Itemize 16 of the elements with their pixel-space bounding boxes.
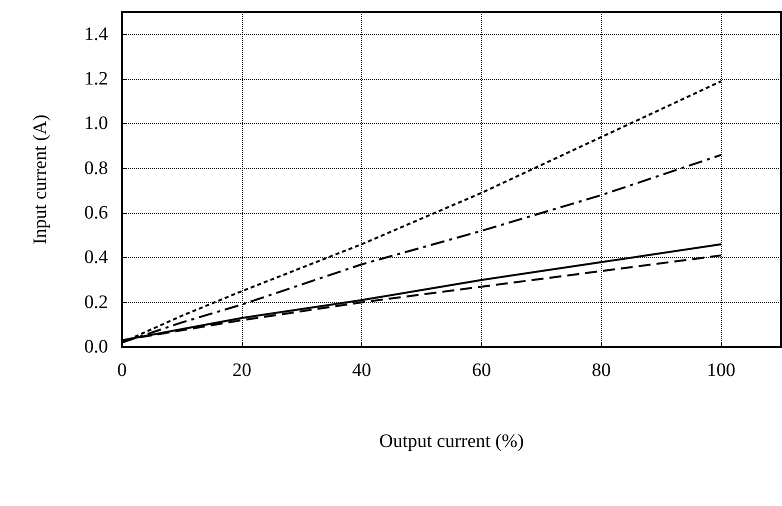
y-tick-label: 1.4 xyxy=(84,24,108,45)
y-tick-label: 0.8 xyxy=(84,158,108,179)
x-tick-label: 80 xyxy=(592,360,611,381)
x-tick-label: 0 xyxy=(117,360,127,381)
y-axis-title: Input current (A) xyxy=(30,114,51,244)
y-tick-label: 0.4 xyxy=(84,247,108,268)
x-tick-label: 100 xyxy=(706,360,736,381)
y-tick-label: 1.0 xyxy=(84,113,108,134)
x-axis-title: Output current (%) xyxy=(379,431,524,452)
y-tick-label: 0.0 xyxy=(84,336,108,358)
x-tick-label: 60 xyxy=(472,360,491,381)
x-tick-label: 40 xyxy=(352,360,372,381)
y-tick-label: 0.2 xyxy=(84,292,108,313)
x-tick-label: 20 xyxy=(232,360,252,381)
y-tick-label: 1.2 xyxy=(84,68,108,90)
y-tick-label: 0.6 xyxy=(84,202,108,224)
